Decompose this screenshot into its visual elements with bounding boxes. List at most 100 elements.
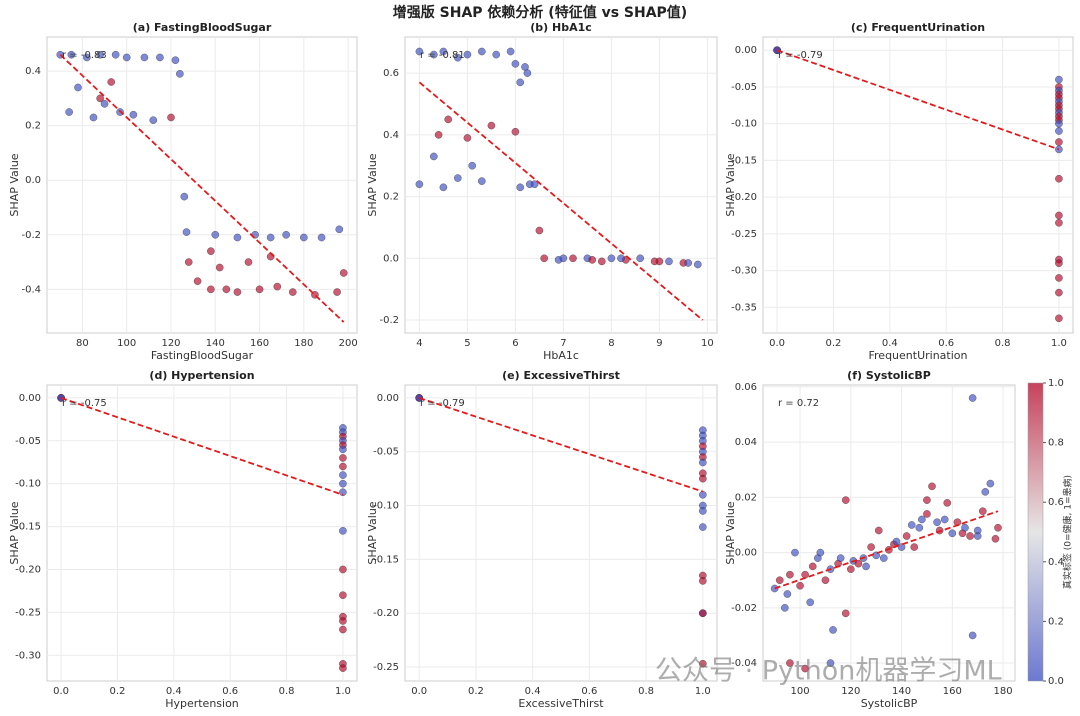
- y-tick-label: -0.4: [21, 284, 41, 295]
- scatter-point: [339, 625, 347, 634]
- scatter-point: [222, 285, 231, 294]
- scatter-point: [184, 258, 193, 266]
- scatter-point: [523, 69, 532, 77]
- scatter-point: [775, 576, 784, 585]
- scatter-point: [171, 56, 180, 65]
- scatter-point: [923, 496, 931, 504]
- scatter-point: [339, 479, 347, 488]
- colorbar-tick-label: 0.6: [1048, 497, 1064, 508]
- scatter-point: [492, 50, 501, 59]
- x-axis-label: FrequentUrination: [869, 349, 968, 362]
- scatter-point: [968, 394, 977, 402]
- scatter-point: [207, 285, 215, 294]
- scatter-point: [698, 659, 707, 668]
- scatter-point: [193, 277, 202, 286]
- scatter-point: [943, 499, 952, 507]
- y-tick-label: -0.25: [731, 229, 757, 240]
- y-tick-label: -0.20: [731, 192, 757, 203]
- scatter-point: [816, 548, 825, 557]
- scatter-point: [415, 180, 424, 189]
- scatter-point: [892, 537, 901, 546]
- y-tick-label: 0.2: [25, 121, 41, 132]
- scatter-point: [665, 257, 673, 266]
- scatter-point: [111, 50, 120, 59]
- scatter-point: [282, 230, 290, 239]
- x-tick-label: 0.2: [826, 338, 842, 349]
- scatter-point: [791, 548, 799, 557]
- figure-title: 增强版 SHAP 依赖分析 (特征值 vs SHAP值): [393, 4, 687, 21]
- colorbar-tick-label: 0.2: [1048, 616, 1064, 627]
- y-tick-label: 0.00: [377, 393, 399, 404]
- x-tick-label: 6: [512, 338, 518, 349]
- scatter-point: [826, 659, 835, 667]
- subplot-title: (e) ExcessiveThirst: [502, 369, 620, 382]
- correlation-annotation: r = -0.79: [778, 50, 823, 61]
- scatter-point: [211, 230, 220, 239]
- scatter-point: [180, 192, 189, 201]
- scatter-point: [928, 482, 936, 491]
- y-tick-label: -0.05: [15, 436, 41, 447]
- scatter-point: [100, 99, 109, 108]
- x-axis-label: SystolicBP: [861, 697, 918, 710]
- scatter-point: [1055, 75, 1063, 84]
- scatter-point: [915, 523, 924, 532]
- x-tick-label: 9: [656, 338, 662, 349]
- y-tick-label: -0.10: [731, 119, 757, 130]
- x-axis-label: HbA1c: [543, 349, 579, 362]
- colorbar-tick-label: 0.4: [1048, 557, 1064, 568]
- scatter-point: [698, 490, 707, 499]
- scatter-point: [516, 183, 525, 192]
- x-axis-label: Hypertension: [165, 697, 239, 710]
- y-tick-label: -0.25: [373, 662, 399, 673]
- scatter-point: [1055, 288, 1063, 297]
- scatter-point: [83, 53, 91, 62]
- scatter-point: [96, 50, 104, 59]
- x-tick-label: 100: [791, 686, 810, 697]
- plot-area: [404, 36, 718, 334]
- scatter-point: [918, 515, 926, 524]
- scatter-point: [439, 47, 448, 56]
- scatter-point: [511, 60, 520, 68]
- scatter-point: [156, 53, 164, 62]
- scatter-point: [429, 152, 438, 161]
- scatter-point: [149, 116, 158, 125]
- x-tick-label: 0.4: [882, 338, 898, 349]
- watermark: 公众号 · Python机器学习ML: [655, 656, 1002, 687]
- x-tick-label: 1.0: [335, 686, 351, 697]
- scatter-point: [829, 626, 837, 634]
- scatter-point: [841, 496, 850, 504]
- scatter-point: [96, 94, 104, 103]
- y-tick-label: -0.15: [731, 155, 757, 166]
- y-tick-label: 0.2: [383, 192, 399, 203]
- subplot-title: (b) HbA1c: [530, 21, 592, 34]
- y-tick-label: 0.02: [735, 492, 757, 503]
- scatter-point: [333, 288, 341, 296]
- scatter-point: [862, 562, 870, 571]
- y-tick-label: 0.00: [735, 548, 757, 559]
- y-tick-label: 0.0: [25, 175, 41, 186]
- y-tick-label: -0.30: [15, 650, 41, 661]
- scatter-point: [1055, 314, 1063, 323]
- scatter-point: [233, 288, 242, 296]
- y-tick-label: -0.30: [731, 266, 757, 277]
- x-tick-label: 180: [994, 686, 1013, 697]
- y-axis-label: SHAP Value: [8, 501, 21, 564]
- x-tick-label: 0.0: [769, 338, 785, 349]
- scatter-point: [535, 226, 544, 235]
- y-tick-label: -0.2: [379, 315, 399, 326]
- scatter-point: [339, 565, 347, 574]
- scatter-point: [317, 233, 326, 242]
- scatter-point: [244, 258, 253, 266]
- y-tick-label: -0.10: [373, 501, 399, 512]
- trend-line: [418, 81, 704, 321]
- scatter-point: [129, 110, 138, 119]
- scatter-point: [940, 515, 949, 524]
- scatter-point: [1055, 259, 1063, 268]
- scatter-point: [415, 47, 424, 56]
- x-tick-label: 0.8: [995, 338, 1011, 349]
- scatter-point: [910, 543, 919, 551]
- scatter-point: [530, 180, 539, 189]
- colorbar-label: 真实标签 (0=健康, 1=患病): [1062, 475, 1074, 589]
- y-tick-label: 0.00: [735, 45, 757, 56]
- x-tick-label: 200: [339, 338, 358, 349]
